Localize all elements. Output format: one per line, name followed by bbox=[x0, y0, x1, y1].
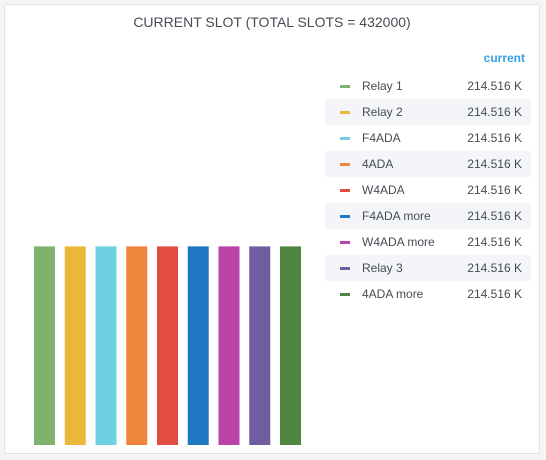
legend-item-f4ada-more[interactable]: F4ADA more 214.516 K bbox=[325, 203, 531, 229]
bar-chart bbox=[34, 246, 301, 445]
bar-relay-1[interactable] bbox=[34, 246, 55, 445]
legend-item-relay-3[interactable]: Relay 3 214.516 K bbox=[325, 255, 531, 281]
legend-swatch[interactable] bbox=[340, 162, 350, 166]
legend-swatch[interactable] bbox=[340, 240, 350, 244]
legend-current-value: 214.516 K bbox=[467, 131, 522, 145]
bar-4ada-more[interactable] bbox=[280, 246, 301, 445]
legend-series-name[interactable]: Relay 1 bbox=[362, 79, 403, 93]
legend-current-value: 214.516 K bbox=[467, 261, 522, 275]
legend-swatch[interactable] bbox=[340, 266, 350, 270]
legend-series-name[interactable]: Relay 3 bbox=[362, 261, 403, 275]
legend-header-current[interactable]: current bbox=[483, 51, 525, 65]
legend-current-value: 214.516 K bbox=[467, 105, 522, 119]
legend-swatch[interactable] bbox=[340, 110, 350, 114]
legend-current-value: 214.516 K bbox=[467, 235, 522, 249]
bar-w4ada-more[interactable] bbox=[218, 246, 240, 445]
legend-current-value: 214.516 K bbox=[467, 79, 522, 93]
bar-4ada[interactable] bbox=[126, 246, 148, 445]
legend-series-name[interactable]: Relay 2 bbox=[362, 105, 403, 119]
legend-item-4ada[interactable]: 4ADA 214.516 K bbox=[325, 151, 531, 177]
legend-swatch[interactable] bbox=[340, 136, 350, 140]
panel-title[interactable]: CURRENT SLOT (TOTAL SLOTS = 432000) bbox=[133, 14, 411, 30]
legend-series-name[interactable]: F4ADA more bbox=[362, 209, 431, 223]
chart-panel: CURRENT SLOT (TOTAL SLOTS = 432000) curr… bbox=[4, 4, 540, 454]
legend-item-w4ada-more[interactable]: W4ADA more 214.516 K bbox=[325, 229, 531, 255]
legend-item-relay-1[interactable]: Relay 1 214.516 K bbox=[325, 73, 531, 99]
legend-swatch[interactable] bbox=[340, 188, 350, 192]
legend-item-f4ada[interactable]: F4ADA 214.516 K bbox=[325, 125, 531, 151]
bar-relay-2[interactable] bbox=[64, 246, 86, 445]
legend-current-value: 214.516 K bbox=[467, 287, 522, 301]
legend-item-relay-2[interactable]: Relay 2 214.516 K bbox=[325, 99, 531, 125]
legend-current-value: 214.516 K bbox=[467, 183, 522, 197]
bar-w4ada[interactable] bbox=[157, 246, 178, 445]
bar-f4ada[interactable] bbox=[95, 246, 117, 445]
legend-series-name[interactable]: W4ADA more bbox=[362, 235, 435, 249]
legend-current-value: 214.516 K bbox=[467, 157, 522, 171]
legend: current Relay 1 214.516 K Relay 2 214.516 K… bbox=[325, 47, 531, 307]
legend-rows: Relay 1 214.516 K Relay 2 214.516 K F4ADA 214… bbox=[325, 73, 531, 307]
legend-current-value: 214.516 K bbox=[467, 209, 522, 223]
legend-swatch[interactable] bbox=[340, 84, 350, 88]
legend-series-name[interactable]: F4ADA bbox=[362, 131, 401, 145]
bar-f4ada-more[interactable] bbox=[187, 246, 209, 445]
legend-series-name[interactable]: W4ADA bbox=[362, 183, 405, 197]
legend-swatch[interactable] bbox=[340, 292, 350, 296]
legend-item-4ada-more[interactable]: 4ADA more 214.516 K bbox=[325, 281, 531, 307]
legend-series-name[interactable]: 4ADA bbox=[362, 157, 394, 171]
legend-swatch[interactable] bbox=[340, 214, 350, 218]
legend-series-name[interactable]: 4ADA more bbox=[362, 287, 424, 301]
bar-relay-3[interactable] bbox=[249, 246, 271, 445]
legend-item-w4ada[interactable]: W4ADA 214.516 K bbox=[325, 177, 531, 203]
